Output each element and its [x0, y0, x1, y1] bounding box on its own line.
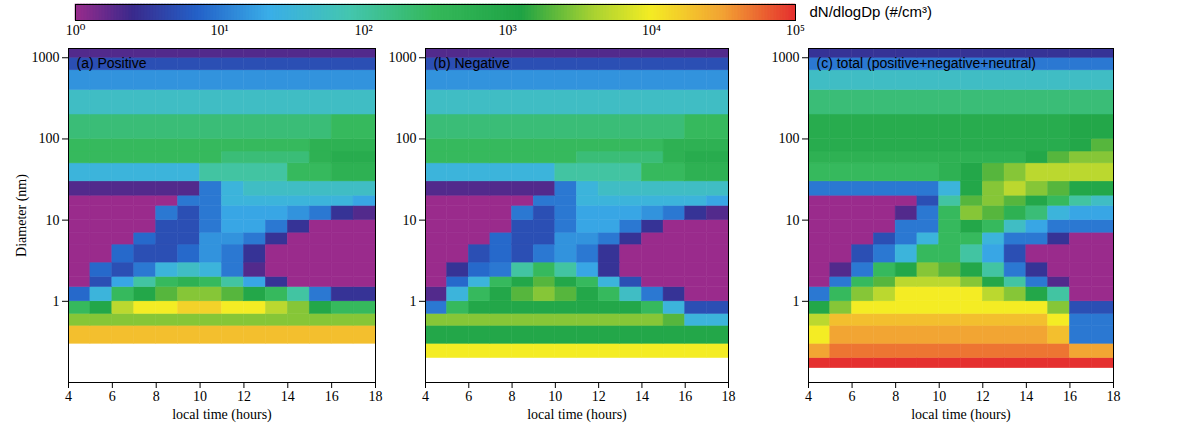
svg-text:14: 14	[1019, 389, 1033, 404]
svg-text:12: 12	[592, 389, 606, 404]
svg-text:8: 8	[153, 389, 160, 404]
svg-text:16: 16	[678, 389, 692, 404]
svg-text:14: 14	[635, 389, 649, 404]
svg-text:6: 6	[109, 389, 116, 404]
svg-text:local time (hours): local time (hours)	[911, 407, 1011, 423]
svg-text:6: 6	[849, 389, 856, 404]
svg-text:10²: 10²	[354, 23, 372, 38]
svg-text:local time (hours): local time (hours)	[172, 407, 272, 423]
svg-text:16: 16	[1063, 389, 1077, 404]
svg-text:10¹: 10¹	[210, 23, 228, 38]
svg-text:10³: 10³	[498, 23, 516, 38]
svg-text:12: 12	[976, 389, 990, 404]
svg-text:14: 14	[281, 389, 295, 404]
svg-text:10: 10	[193, 389, 207, 404]
svg-text:4: 4	[65, 389, 72, 404]
svg-text:16: 16	[325, 389, 339, 404]
svg-text:10: 10	[403, 213, 417, 228]
svg-text:10: 10	[46, 213, 60, 228]
svg-text:10: 10	[548, 389, 562, 404]
svg-text:Diameter (nm): Diameter (nm)	[14, 174, 30, 257]
svg-text:10: 10	[932, 389, 946, 404]
svg-text:8: 8	[892, 389, 899, 404]
svg-text:1: 1	[53, 294, 60, 309]
svg-text:1: 1	[410, 294, 417, 309]
svg-text:18: 18	[1107, 389, 1121, 404]
svg-text:1: 1	[793, 294, 800, 309]
svg-text:local time (hours): local time (hours)	[527, 407, 627, 423]
svg-text:100: 100	[396, 131, 417, 146]
svg-text:18: 18	[722, 389, 736, 404]
svg-text:1000: 1000	[32, 50, 60, 65]
svg-text:1000: 1000	[389, 50, 417, 65]
svg-text:4: 4	[422, 389, 429, 404]
svg-text:10: 10	[786, 213, 800, 228]
svg-text:4: 4	[805, 389, 812, 404]
svg-text:8: 8	[509, 389, 516, 404]
svg-text:18: 18	[369, 389, 383, 404]
svg-text:(a) Positive: (a) Positive	[77, 55, 147, 71]
svg-text:6: 6	[465, 389, 472, 404]
svg-text:100: 100	[39, 131, 60, 146]
svg-text:dN/dlogDp (#/cm³): dN/dlogDp (#/cm³)	[810, 3, 933, 20]
svg-text:100: 100	[779, 131, 800, 146]
svg-text:(c) total (positive+negative+n: (c) total (positive+negative+neutral)	[817, 55, 1036, 71]
svg-text:1000: 1000	[772, 50, 800, 65]
svg-text:10⁵: 10⁵	[786, 23, 805, 38]
svg-text:10⁴: 10⁴	[642, 23, 661, 38]
svg-text:(b) Negative: (b) Negative	[434, 55, 510, 71]
svg-text:10⁰: 10⁰	[66, 23, 86, 38]
svg-text:12: 12	[237, 389, 251, 404]
